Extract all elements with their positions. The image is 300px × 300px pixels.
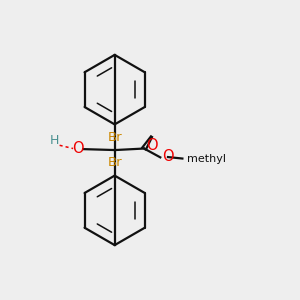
Text: Br: Br — [107, 131, 122, 144]
Text: O: O — [162, 149, 173, 164]
Text: O: O — [72, 141, 84, 156]
Text: Br: Br — [107, 156, 122, 169]
Text: H: H — [50, 134, 59, 147]
Text: O: O — [146, 138, 157, 153]
Text: methyl: methyl — [187, 154, 226, 164]
